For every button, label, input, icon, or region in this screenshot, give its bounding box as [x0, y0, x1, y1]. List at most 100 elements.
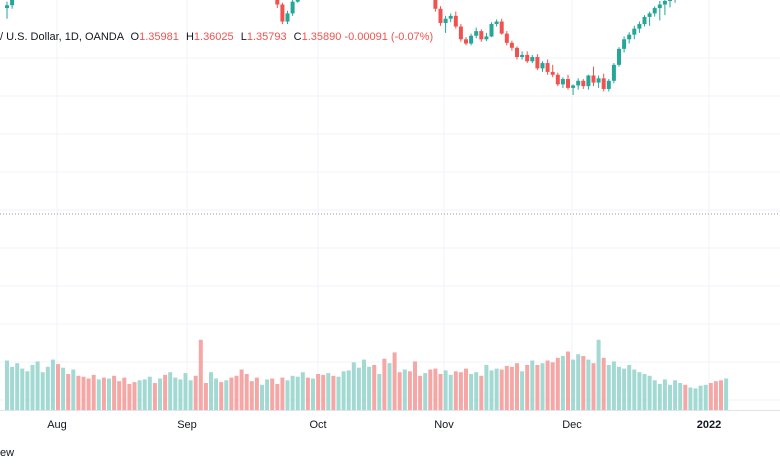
candle-body — [515, 47, 519, 58]
candle — [5, 1, 9, 19]
volume-bar — [254, 377, 259, 410]
candle-body — [545, 63, 550, 72]
candle — [443, 15, 448, 33]
volume-bar — [56, 364, 60, 410]
volume-bar — [566, 351, 570, 410]
volume-bar — [464, 368, 468, 410]
volume-bar — [611, 361, 616, 410]
candle-body — [453, 15, 458, 27]
candle — [535, 54, 540, 71]
candle — [290, 0, 295, 16]
volume-bar — [5, 360, 9, 410]
candle — [509, 40, 514, 51]
volume-bar — [499, 369, 504, 410]
high-value: 1.36025 — [193, 31, 234, 43]
volume-bar — [122, 377, 127, 410]
candle — [571, 84, 576, 95]
volume-bar — [509, 366, 514, 410]
volume-bar — [540, 363, 545, 410]
volume-bar — [668, 384, 672, 410]
volume-bar — [601, 357, 606, 410]
volume-bar — [713, 381, 718, 410]
candle — [611, 63, 616, 84]
volume-bar — [214, 378, 219, 410]
volume-bar — [50, 359, 55, 410]
candle-body — [509, 42, 514, 48]
volume-bar — [622, 368, 627, 410]
candle-body — [622, 39, 627, 49]
volume-bar — [367, 366, 372, 410]
volume-bar — [479, 375, 484, 410]
volume-bar — [234, 375, 239, 410]
low-label: L — [240, 31, 247, 43]
volume-bar — [147, 376, 152, 410]
candle-body — [601, 78, 606, 89]
volume-bar — [229, 377, 234, 410]
x-tick-label: Dec — [562, 419, 582, 431]
open-value: 1.35981 — [139, 31, 179, 43]
volume-bar — [183, 373, 188, 410]
volume-bar — [71, 369, 76, 410]
candle — [647, 11, 652, 26]
candle-body — [662, 0, 667, 5]
volume-bar — [407, 371, 412, 410]
close-value: 1.35890 — [301, 31, 342, 43]
candle — [474, 27, 479, 39]
volume-bar — [336, 376, 341, 410]
symbol-legend: / U.S. Dollar, 1D, OANDA O1.35981 H1.360… — [0, 31, 433, 43]
candle-body — [275, 0, 280, 5]
x-tick-label: Sep — [177, 419, 197, 431]
volume-bar — [35, 361, 40, 410]
candle-body — [474, 31, 479, 36]
candle — [530, 54, 535, 64]
volume-bar — [351, 362, 356, 410]
candle — [622, 36, 627, 53]
volume-bar — [535, 365, 540, 410]
volume-bar — [423, 373, 428, 410]
candle-body — [530, 57, 535, 62]
candle-body — [433, 0, 438, 9]
candle-body — [469, 35, 474, 44]
candle — [601, 73, 606, 92]
candlesticks — [5, 0, 676, 95]
symbol-name[interactable]: / U.S. Dollar, 1D, OANDA — [0, 31, 124, 43]
candle-body — [295, 0, 300, 2]
volume-bar — [178, 379, 183, 410]
candle-body — [464, 39, 468, 44]
candle — [576, 78, 581, 90]
candle-body — [535, 57, 540, 69]
volume-bar — [662, 379, 667, 410]
volume-bar — [494, 368, 499, 410]
candle-body — [280, 4, 285, 22]
candle-body — [576, 80, 581, 86]
volume-bar — [127, 383, 132, 410]
candle — [617, 47, 621, 67]
volume-bar — [719, 380, 723, 410]
volume-bar — [489, 370, 494, 410]
candle — [479, 29, 484, 42]
volume-bar — [428, 369, 433, 410]
volume-bar — [418, 375, 423, 410]
volume-bar — [107, 378, 111, 410]
candle — [280, 2, 285, 25]
candle-body — [652, 8, 657, 14]
volume-bar — [647, 375, 652, 410]
volume-bar — [550, 362, 555, 410]
volume-bar — [627, 365, 632, 410]
candle — [637, 21, 642, 33]
candle-body — [525, 54, 530, 62]
volume-bar — [443, 370, 448, 410]
volume-bar — [142, 379, 147, 410]
volume-bar — [290, 375, 295, 410]
candle-body — [642, 16, 647, 25]
volume-bar — [173, 377, 178, 410]
open-label: O — [130, 31, 140, 43]
candle — [10, 0, 15, 9]
volume-bar — [632, 369, 637, 410]
candle — [438, 6, 443, 26]
candle-body — [520, 54, 525, 58]
volume-bar — [362, 359, 366, 410]
candle-body — [489, 24, 494, 37]
